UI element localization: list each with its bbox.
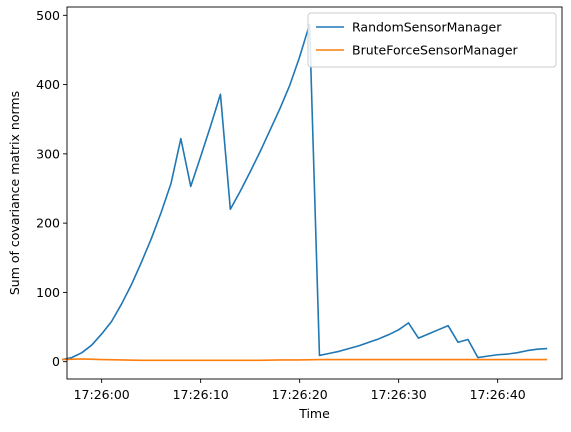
y-tick-label-1: 100 bbox=[36, 285, 60, 300]
x-axis-label: Time bbox=[298, 406, 330, 421]
y-tick-label-3: 300 bbox=[36, 146, 60, 161]
x-tick-label-4: 17:26:40 bbox=[470, 387, 526, 402]
x-tick-label-0: 17:26:00 bbox=[74, 387, 130, 402]
series-layer bbox=[61, 23, 548, 362]
x-axis: 17:26:00 17:26:10 17:26:20 17:26:30 17:26:40 bbox=[74, 379, 526, 402]
series-line-0 bbox=[61, 23, 548, 361]
x-tick-label-3: 17:26:30 bbox=[371, 387, 427, 402]
y-tick-label-5: 500 bbox=[36, 8, 60, 23]
y-tick-label-0: 0 bbox=[52, 354, 60, 369]
series-line-1 bbox=[62, 358, 548, 362]
y-tick-label-4: 400 bbox=[36, 77, 60, 92]
x-tick-label-2: 17:26:20 bbox=[272, 387, 328, 402]
plot-frame bbox=[66, 6, 563, 380]
x-tick-label-1: 17:26:10 bbox=[173, 387, 229, 402]
y-tick-label-2: 200 bbox=[36, 216, 60, 231]
legend-box bbox=[307, 12, 557, 68]
y-axis-label: Sum of covariance matrix norms bbox=[7, 91, 22, 295]
legend: RandomSensorManager BruteForceSensorMana… bbox=[307, 12, 557, 68]
y-axis: 0 100 200 300 400 500 bbox=[36, 8, 67, 369]
legend-label-random: RandomSensorManager bbox=[352, 20, 502, 35]
legend-label-bruteforce: BruteForceSensorManager bbox=[352, 43, 519, 58]
